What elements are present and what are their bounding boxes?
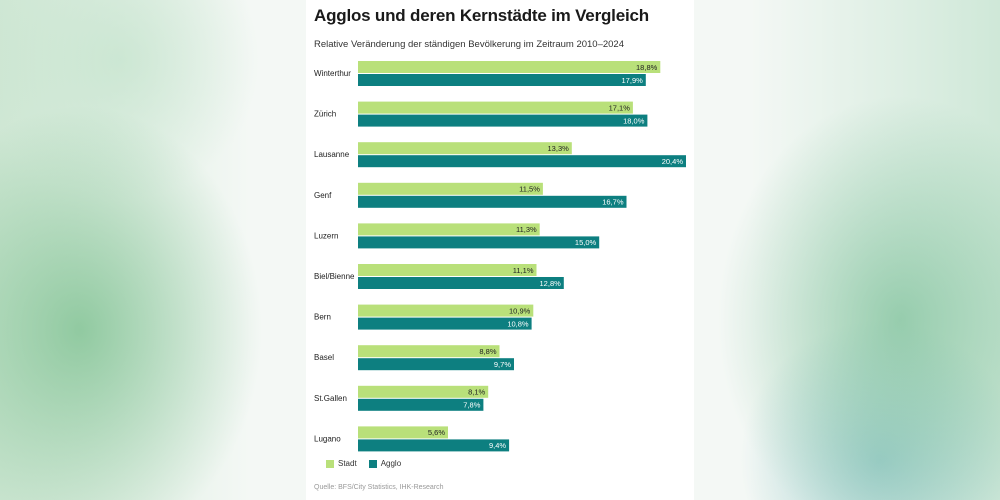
data-label-stadt: 11,3%	[516, 225, 537, 234]
data-label-agglo: 16,7%	[602, 198, 624, 207]
data-label-stadt: 17,1%	[609, 103, 631, 112]
category-label: Zürich	[314, 110, 336, 119]
bar-stadt	[358, 304, 534, 317]
legend-label-agglo: Agglo	[380, 459, 402, 468]
data-label-agglo: 9,7%	[494, 360, 511, 369]
bar-agglo	[358, 74, 646, 86]
bar-agglo	[358, 195, 627, 208]
bar-agglo	[358, 439, 510, 452]
data-label-agglo: 7,8%	[463, 401, 480, 410]
category-label: St.Gallen	[314, 394, 347, 403]
category-label: Luzern	[314, 231, 338, 240]
legend-swatch-agglo	[368, 459, 377, 468]
bar-agglo	[358, 114, 648, 127]
category-label: Biel/Bienne	[314, 272, 355, 281]
data-label-agglo: 9,4%	[489, 441, 506, 450]
bar-stadt	[358, 61, 661, 73]
category-label: Bern	[314, 313, 331, 322]
data-label-stadt: 8,1%	[468, 388, 485, 397]
bar-stadt	[358, 426, 448, 439]
data-label-stadt: 11,1%	[513, 266, 534, 275]
data-label-stadt: 10,9%	[509, 306, 531, 315]
category-label: Winterthur	[314, 69, 351, 78]
category-label: Lausanne	[314, 150, 350, 159]
data-label-agglo: 17,9%	[622, 76, 644, 85]
data-label-stadt: 13,3%	[548, 144, 570, 153]
category-label: Basel	[314, 353, 334, 362]
bar-stadt	[358, 345, 500, 358]
bar-agglo	[358, 317, 532, 330]
bar-agglo	[358, 398, 484, 411]
chart-card: Agglos und deren Kernstädte im Vergleich…	[306, 0, 694, 500]
data-label-stadt: 11,5%	[519, 185, 540, 194]
bar-agglo	[358, 236, 600, 249]
legend-label-stadt: Stadt	[338, 459, 357, 468]
data-label-stadt: 5,6%	[428, 428, 445, 437]
data-label-agglo: 20,4%	[662, 157, 684, 166]
bar-stadt	[358, 264, 537, 276]
data-label-agglo: 15,0%	[575, 238, 597, 247]
data-label-agglo: 12,8%	[540, 279, 562, 288]
data-label-stadt: 18,8%	[636, 63, 658, 72]
source-note: Quelle: BFS/City Statistics, IHK-Researc…	[314, 484, 444, 491]
bar-stadt	[358, 182, 543, 195]
chart-subtitle: Relative Veränderung der ständigen Bevöl…	[314, 39, 625, 50]
category-label: Genf	[314, 191, 332, 200]
bar-stadt	[358, 101, 633, 114]
bar-stadt	[358, 142, 572, 155]
category-label: Lugano	[314, 434, 341, 443]
bar-stadt	[358, 385, 489, 398]
legend: Stadt Agglo	[326, 459, 409, 468]
legend-swatch-stadt	[326, 459, 334, 468]
data-label-agglo: 18,0%	[623, 116, 645, 125]
data-label-stadt: 8,8%	[479, 347, 496, 356]
bar-agglo	[358, 358, 514, 371]
data-label-agglo: 10,8%	[507, 319, 529, 328]
legend-item-agglo: Agglo	[368, 459, 402, 468]
chart-title: Agglos und deren Kernstädte im Vergleich	[314, 6, 649, 25]
bar-stadt	[358, 223, 540, 236]
bar-chart: Winterthur 18,8% 17,9% Zürich 17,1% 18,0% Laus…	[314, 61, 686, 452]
bar-agglo	[358, 277, 564, 289]
legend-item-stadt: Stadt	[326, 459, 357, 468]
bar-agglo	[358, 155, 686, 168]
